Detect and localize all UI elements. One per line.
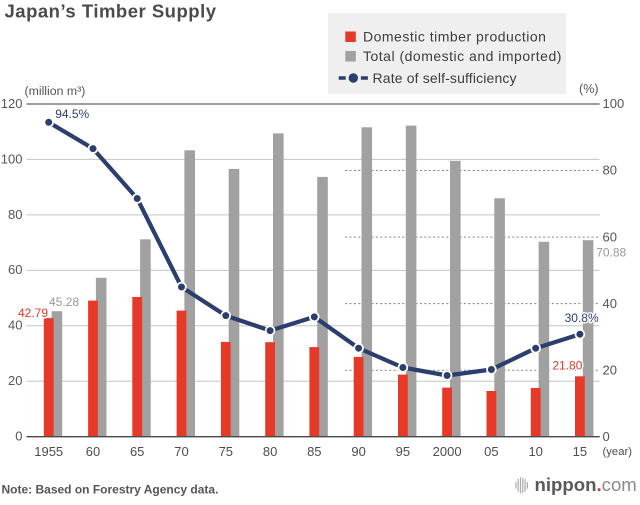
svg-text:15: 15 xyxy=(573,444,587,459)
svg-text:Total (domestic and imported): Total (domestic and imported) xyxy=(363,48,562,64)
svg-text:120: 120 xyxy=(1,96,23,111)
svg-text:(million m³): (million m³) xyxy=(25,84,86,98)
svg-text:42.79: 42.79 xyxy=(18,306,48,320)
svg-text:95: 95 xyxy=(396,444,410,459)
svg-text:2000: 2000 xyxy=(433,444,462,459)
svg-text:45.28: 45.28 xyxy=(49,295,79,309)
svg-text:70: 70 xyxy=(174,444,188,459)
svg-text:Rate of self-sufficiency: Rate of self-sufficiency xyxy=(373,70,517,86)
svg-text:nippon.com: nippon.com xyxy=(535,474,637,495)
svg-text:80: 80 xyxy=(603,163,617,178)
svg-text:(year): (year) xyxy=(603,446,633,458)
svg-text:85: 85 xyxy=(307,444,321,459)
svg-text:10: 10 xyxy=(528,444,542,459)
svg-text:90: 90 xyxy=(351,444,365,459)
svg-text:0: 0 xyxy=(603,429,610,444)
svg-text:05: 05 xyxy=(484,444,498,459)
svg-text:100: 100 xyxy=(603,96,625,111)
svg-text:0: 0 xyxy=(15,429,22,444)
svg-text:40: 40 xyxy=(603,296,617,311)
svg-text:70.88: 70.88 xyxy=(596,246,626,260)
svg-text:20: 20 xyxy=(603,362,617,377)
svg-text:60: 60 xyxy=(86,444,100,459)
svg-text:40: 40 xyxy=(8,318,22,333)
svg-text:60: 60 xyxy=(8,262,22,277)
svg-text:21.80: 21.80 xyxy=(552,359,582,373)
svg-text:80: 80 xyxy=(263,444,277,459)
svg-text:94.5%: 94.5% xyxy=(55,107,89,121)
svg-text:60: 60 xyxy=(603,229,617,244)
svg-text:65: 65 xyxy=(130,444,144,459)
svg-text:30.8%: 30.8% xyxy=(565,311,599,325)
svg-text:80: 80 xyxy=(8,207,22,222)
svg-text:75: 75 xyxy=(219,444,233,459)
svg-text:Japan’s Timber Supply: Japan’s Timber Supply xyxy=(5,1,217,22)
svg-text:(%): (%) xyxy=(579,82,598,96)
svg-text:20: 20 xyxy=(8,373,22,388)
svg-text:Domestic timber production: Domestic timber production xyxy=(363,29,546,45)
svg-text:Note: Based on Forestry Agency: Note: Based on Forestry Agency data. xyxy=(2,483,219,497)
svg-text:100: 100 xyxy=(1,151,23,166)
svg-text:1955: 1955 xyxy=(34,444,63,459)
